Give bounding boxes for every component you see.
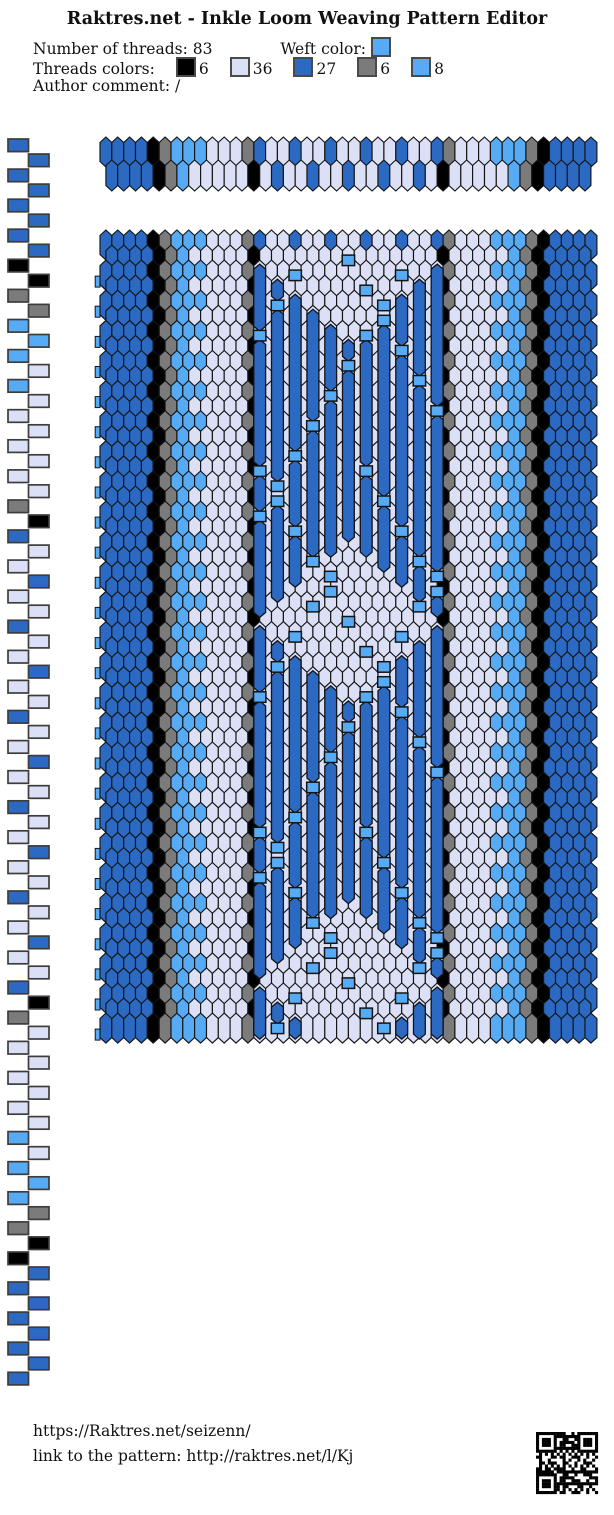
pattern-link-label: link to the pattern: <box>33 1447 182 1465</box>
thread-colors-label: Threads colors: <box>33 60 155 78</box>
author-comment-label: Author comment: <box>33 77 171 95</box>
palette-item-black: 6 <box>175 57 209 78</box>
author-comment-row: Author comment: / <box>33 77 180 95</box>
weft-color-swatch[interactable] <box>370 37 391 57</box>
weft-color-label: Weft color: <box>280 40 367 58</box>
color-count-lavender: 36 <box>252 60 273 78</box>
palette-item-gray: 6 <box>357 57 391 78</box>
author-comment-value: / <box>175 77 181 95</box>
color-count-gray: 6 <box>380 60 391 78</box>
num-threads-label: Number of threads: <box>33 40 188 58</box>
color-swatch-blue[interactable] <box>293 57 314 77</box>
color-count-blue: 27 <box>316 60 337 78</box>
palette-item-lightblue: 8 <box>411 57 444 78</box>
color-swatch-gray[interactable] <box>357 57 378 77</box>
color-swatch-lavender[interactable] <box>229 57 250 77</box>
color-swatch-lightblue[interactable] <box>411 57 432 77</box>
pattern-link-url[interactable]: http://raktres.net/l/Kj <box>186 1447 354 1465</box>
pattern-link-row: link to the pattern: http://raktres.net/… <box>33 1447 353 1465</box>
thread-colors-row: Threads colors: 6 36 27 6 8 <box>33 57 444 78</box>
threads-weft-row: Number of threads: 83 Weft color: <box>33 37 394 58</box>
site-url-link[interactable]: https://Raktres.net/seizenn/ <box>33 1422 251 1440</box>
color-count-black: 6 <box>198 60 209 78</box>
color-swatch-black[interactable] <box>175 57 196 77</box>
page-title: Raktres.net - Inkle Loom Weaving Pattern… <box>66 9 548 29</box>
num-threads-value: 83 <box>192 40 213 58</box>
palette-item-lavender: 36 <box>229 57 273 78</box>
palette-item-blue: 27 <box>293 57 337 78</box>
color-count-lightblue: 8 <box>434 60 444 78</box>
